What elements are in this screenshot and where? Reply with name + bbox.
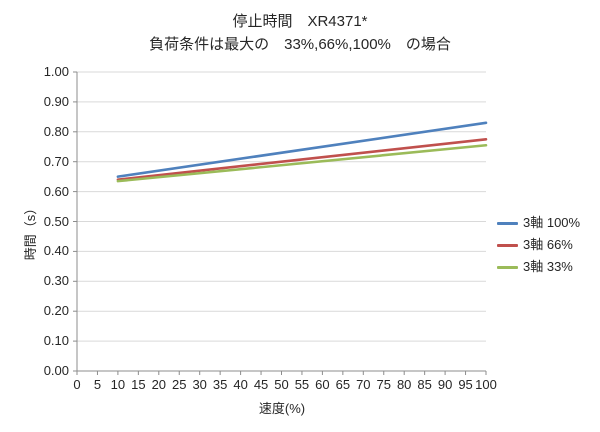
legend: 3軸 100% 3軸 66% 3軸 33% xyxy=(497,212,580,278)
y-tick-label: 1.00 xyxy=(43,64,69,79)
x-tick-label: 35 xyxy=(212,377,228,392)
y-tick-label: 0.10 xyxy=(43,333,69,349)
legend-line-swatch xyxy=(497,243,518,247)
y-tick-label: 0.00 xyxy=(43,363,69,378)
x-tick-label: 15 xyxy=(131,377,146,392)
x-tick-label: 30 xyxy=(192,377,207,392)
x-tick-label: 65 xyxy=(335,377,351,392)
y-tick-label: 0.50 xyxy=(43,213,69,229)
x-tick-label: 50 xyxy=(274,377,289,392)
x-tick-label: 90 xyxy=(437,377,453,392)
chart-subtitle: 負荷条件は最大の 33%,66%,100% の場合 xyxy=(149,36,451,53)
x-tick-label: 45 xyxy=(253,377,269,392)
x-axis-title: 速度(%) xyxy=(258,401,306,416)
series-line-0 xyxy=(116,121,488,178)
y-tick-label: 0.40 xyxy=(43,243,69,259)
y-tick-label: 0.70 xyxy=(43,153,69,169)
x-tick-label: 40 xyxy=(233,377,248,392)
legend-label: 3軸 33% xyxy=(523,259,573,274)
y-tick-label: 0.20 xyxy=(43,303,69,319)
chart-title: 停止時間 XR4371* xyxy=(232,13,368,30)
series-line-2 xyxy=(116,143,488,183)
x-tick-label: 80 xyxy=(396,377,412,392)
legend-item-1: 3軸 66% xyxy=(497,234,580,256)
legend-label: 3軸 100% xyxy=(523,215,581,230)
y-axis-title: 時間（s） xyxy=(23,201,38,261)
x-tick-label: 0 xyxy=(73,377,81,392)
y-tick-label: 0.60 xyxy=(43,183,69,199)
y-tick-label: 0.90 xyxy=(43,93,69,109)
x-tick-label: 100 xyxy=(475,377,497,392)
x-tick-label: 75 xyxy=(376,377,391,392)
legend-label: 3軸 66% xyxy=(523,237,573,252)
series-line-1 xyxy=(116,137,488,181)
legend-line-swatch xyxy=(497,221,518,225)
x-tick-label: 5 xyxy=(93,377,102,392)
y-tick-label: 0.30 xyxy=(43,273,69,289)
x-tick-label: 70 xyxy=(356,377,371,392)
legend-item-2: 3軸 33% xyxy=(497,256,580,278)
x-tick-label: 10 xyxy=(110,377,126,392)
x-tick-label: 60 xyxy=(315,377,330,392)
legend-line-swatch xyxy=(497,265,518,269)
x-tick-label: 85 xyxy=(417,377,432,392)
x-tick-label: 95 xyxy=(458,377,473,392)
y-tick-label: 0.80 xyxy=(43,123,69,139)
legend-item-0: 3軸 100% xyxy=(497,212,580,234)
x-tick-label: 55 xyxy=(294,377,310,392)
x-tick-label: 20 xyxy=(151,377,167,392)
x-tick-label: 25 xyxy=(172,377,187,392)
